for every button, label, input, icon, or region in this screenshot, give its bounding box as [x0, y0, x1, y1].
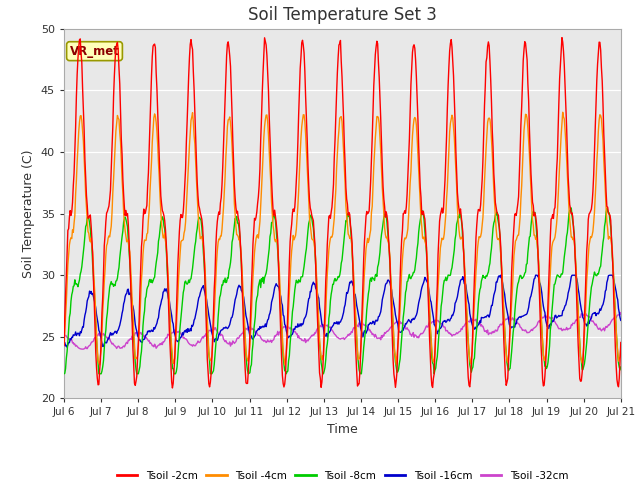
Tsoil -16cm	[71, 332, 79, 338]
Tsoil -16cm	[428, 299, 435, 305]
Tsoil -2cm	[127, 304, 135, 310]
Tsoil -8cm	[127, 295, 135, 301]
X-axis label: Time: Time	[327, 423, 358, 436]
Tsoil -32cm	[128, 333, 136, 339]
Tsoil -32cm	[185, 340, 193, 346]
Tsoil -32cm	[70, 342, 78, 348]
Tsoil -8cm	[214, 329, 221, 335]
Tsoil -2cm	[70, 170, 78, 176]
Tsoil -16cm	[617, 317, 625, 323]
Tsoil -4cm	[128, 297, 136, 302]
Tsoil -4cm	[617, 345, 625, 351]
Tsoil -32cm	[214, 330, 222, 336]
Tsoil -2cm	[617, 339, 625, 345]
Tsoil -4cm	[559, 109, 566, 115]
Line: Tsoil -16cm: Tsoil -16cm	[64, 275, 621, 347]
Tsoil -32cm	[428, 320, 435, 326]
Tsoil -4cm	[96, 362, 104, 368]
Tsoil -32cm	[78, 346, 86, 352]
Tsoil -4cm	[70, 220, 78, 226]
Tsoil -32cm	[60, 332, 68, 337]
Tsoil -2cm	[185, 73, 193, 79]
Legend: Tsoil -2cm, Tsoil -4cm, Tsoil -8cm, Tsoil -16cm, Tsoil -32cm: Tsoil -2cm, Tsoil -4cm, Tsoil -8cm, Tsoi…	[113, 467, 572, 480]
Tsoil -2cm	[168, 385, 176, 391]
Text: VR_met: VR_met	[70, 45, 120, 58]
Tsoil -2cm	[558, 35, 566, 40]
Tsoil -2cm	[214, 213, 222, 218]
Tsoil -4cm	[185, 157, 193, 163]
Tsoil -16cm	[63, 344, 71, 350]
Tsoil -16cm	[497, 272, 504, 278]
Tsoil -8cm	[60, 371, 68, 377]
Title: Soil Temperature Set 3: Soil Temperature Set 3	[248, 6, 437, 24]
Line: Tsoil -8cm: Tsoil -8cm	[64, 208, 621, 374]
Tsoil -8cm	[617, 364, 625, 370]
Line: Tsoil -4cm: Tsoil -4cm	[64, 112, 621, 365]
Tsoil -8cm	[184, 280, 192, 286]
Tsoil -2cm	[60, 343, 68, 348]
Tsoil -4cm	[411, 115, 419, 120]
Tsoil -8cm	[426, 325, 434, 331]
Tsoil -4cm	[60, 342, 68, 348]
Tsoil -32cm	[617, 312, 625, 317]
Tsoil -4cm	[214, 240, 222, 245]
Tsoil -2cm	[411, 45, 419, 51]
Tsoil -2cm	[428, 372, 435, 378]
Line: Tsoil -2cm: Tsoil -2cm	[64, 37, 621, 388]
Tsoil -32cm	[616, 310, 624, 315]
Y-axis label: Soil Temperature (C): Soil Temperature (C)	[22, 149, 35, 278]
Tsoil -32cm	[411, 332, 419, 338]
Tsoil -4cm	[428, 336, 435, 342]
Tsoil -8cm	[70, 283, 78, 289]
Tsoil -16cm	[185, 328, 193, 334]
Tsoil -16cm	[128, 301, 136, 307]
Tsoil -16cm	[60, 340, 68, 346]
Tsoil -16cm	[214, 335, 222, 341]
Tsoil -8cm	[568, 205, 575, 211]
Tsoil -16cm	[411, 315, 419, 321]
Tsoil -8cm	[410, 270, 418, 276]
Line: Tsoil -32cm: Tsoil -32cm	[64, 312, 621, 349]
